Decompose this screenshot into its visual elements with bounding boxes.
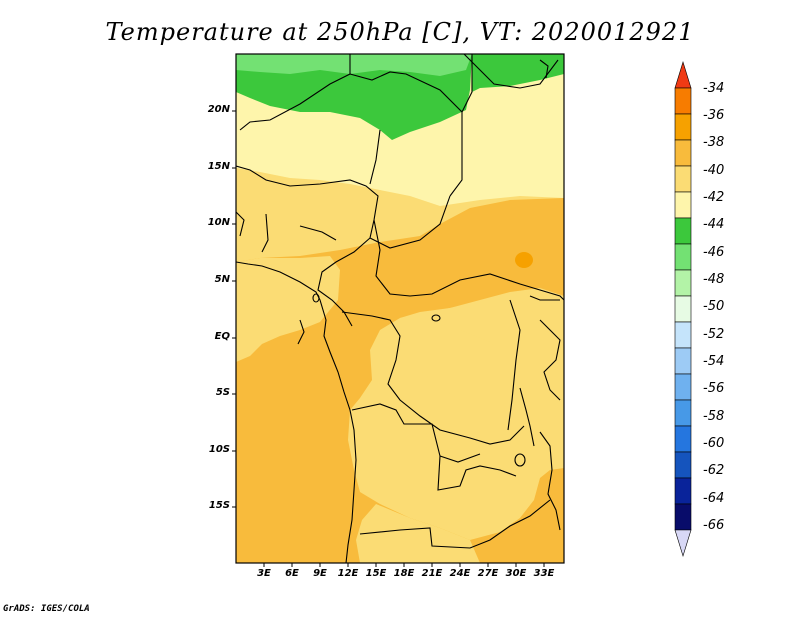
lon-label-30e: 30E: [505, 568, 527, 579]
colorbar-swatch: [674, 243, 692, 271]
axis-ticks: [232, 110, 545, 567]
lon-label-3e: 3E: [257, 568, 271, 579]
colorbar-swatch: [674, 451, 692, 479]
colorbar-cap-top: [674, 60, 692, 89]
colorbar-swatch: [674, 503, 692, 531]
colorbar-label: -60: [703, 436, 725, 451]
colorbar-label: -44: [703, 217, 725, 232]
lat-label-eq: EQ: [214, 331, 230, 342]
colorbar-swatch: [674, 399, 692, 427]
colorbar-swatch: [674, 477, 692, 505]
colorbar-swatch: [674, 295, 692, 323]
lon-label-18e: 18E: [393, 568, 415, 579]
colorbar-label: -36: [703, 108, 725, 123]
lon-label-9e: 9E: [313, 568, 327, 579]
chart-title: Temperature at 250hPa [C], VT: 202001292…: [105, 18, 695, 46]
colorbar-label: -48: [703, 272, 725, 287]
lon-label-6e: 6E: [285, 568, 299, 579]
lon-label-15e: 15E: [365, 568, 387, 579]
lon-label-21e: 21E: [421, 568, 443, 579]
lat-label-20n: 20N: [207, 104, 230, 115]
lon-label-24e: 24E: [449, 568, 471, 579]
colorbar-swatch: [674, 373, 692, 401]
colorbar-swatch: [674, 139, 692, 167]
lon-label-27e: 27E: [477, 568, 499, 579]
grads-credit: GrADS: IGES/COLA: [3, 604, 90, 614]
colorbar-label: -34: [703, 81, 725, 96]
colorbar-label: -64: [703, 491, 725, 506]
lat-label-5n: 5N: [214, 274, 230, 285]
colorbar-swatch: [674, 165, 692, 193]
lon-label-12e: 12E: [337, 568, 359, 579]
temperature-field: [236, 54, 564, 563]
colorbar-label: -52: [703, 327, 725, 342]
colorbar-label: -58: [703, 409, 725, 424]
colorbar: [674, 60, 692, 558]
colorbar-swatch: [674, 347, 692, 375]
lat-label-15n: 15N: [207, 161, 230, 172]
colorbar-swatch: [674, 191, 692, 219]
lat-label-5s: 5S: [215, 387, 230, 398]
colorbar-label: -38: [703, 135, 725, 150]
colorbar-swatch: [674, 321, 692, 349]
lat-label-10s: 10S: [208, 444, 230, 455]
lat-label-10n: 10N: [207, 217, 230, 228]
colorbar-cap-bottom: [674, 529, 692, 558]
colorbar-label: -40: [703, 163, 725, 178]
colorbar-label: -54: [703, 354, 725, 369]
colorbar-swatch: [674, 269, 692, 297]
colorbar-label: -42: [703, 190, 725, 205]
colorbar-label: -66: [703, 518, 725, 533]
colorbar-label: -62: [703, 463, 725, 478]
country-borders: [236, 54, 564, 563]
colorbar-swatch: [674, 113, 692, 141]
map-frame: [235, 53, 565, 564]
colorbar-swatch: [674, 425, 692, 453]
colorbar-swatch: [674, 217, 692, 245]
colorbar-swatch: [674, 87, 692, 115]
colorbar-label: -56: [703, 381, 725, 396]
colorbar-label: -50: [703, 299, 725, 314]
lon-label-33e: 33E: [533, 568, 555, 579]
colorbar-label: -46: [703, 245, 725, 260]
lat-label-15s: 15S: [208, 500, 230, 511]
